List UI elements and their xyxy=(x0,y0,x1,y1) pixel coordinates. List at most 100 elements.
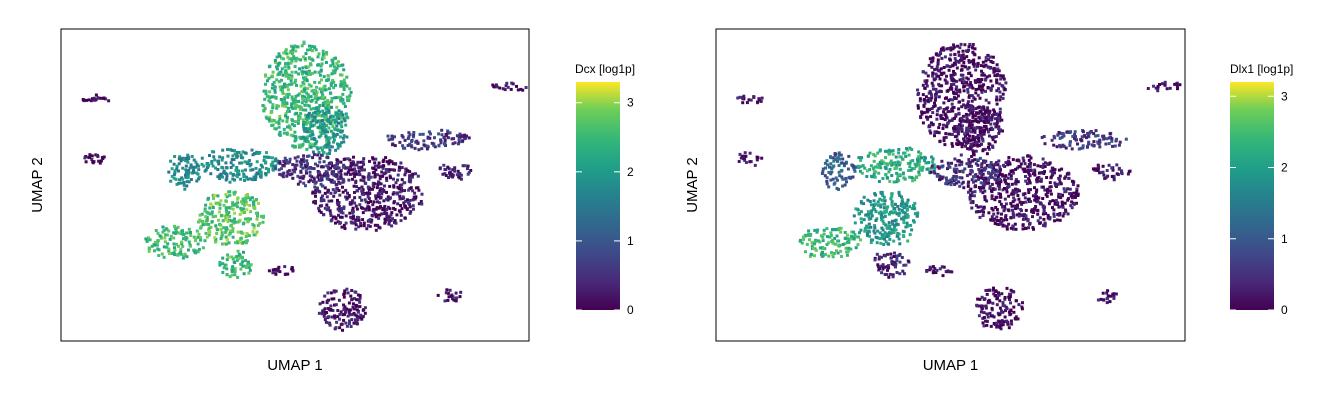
data-point xyxy=(985,164,989,167)
data-point xyxy=(224,208,228,212)
data-point xyxy=(943,78,947,82)
data-point xyxy=(390,224,394,228)
data-point xyxy=(934,52,938,56)
data-point xyxy=(409,186,413,190)
data-point xyxy=(900,195,903,199)
data-point xyxy=(328,136,332,140)
data-point xyxy=(873,226,877,230)
data-point xyxy=(980,90,984,94)
data-point xyxy=(332,194,336,198)
data-point xyxy=(354,170,358,174)
data-point xyxy=(1028,181,1032,185)
data-point xyxy=(1020,305,1024,309)
data-point xyxy=(336,128,340,132)
data-point xyxy=(325,107,329,111)
data-point xyxy=(1165,87,1169,91)
data-point xyxy=(224,161,228,165)
data-point xyxy=(237,151,241,154)
data-point xyxy=(852,230,856,234)
data-point xyxy=(416,174,420,178)
data-point xyxy=(879,241,883,245)
data-point xyxy=(893,202,897,206)
data-point xyxy=(944,182,948,186)
data-point xyxy=(1054,183,1058,187)
data-point xyxy=(323,318,327,322)
data-point xyxy=(963,104,967,108)
data-point xyxy=(1012,310,1016,314)
data-point xyxy=(275,78,279,82)
data-point xyxy=(974,88,978,91)
data-point xyxy=(223,263,227,267)
data-point xyxy=(898,260,902,264)
data-point xyxy=(972,150,976,154)
data-point xyxy=(355,185,358,189)
data-point xyxy=(911,179,915,183)
data-point xyxy=(377,206,381,210)
data-point xyxy=(227,241,231,245)
data-point xyxy=(231,207,235,211)
data-point xyxy=(1031,172,1035,176)
data-point xyxy=(353,172,357,176)
data-point xyxy=(306,48,309,52)
data-point xyxy=(340,215,344,219)
data-point xyxy=(384,197,388,201)
data-point xyxy=(235,205,239,209)
data-point xyxy=(871,238,875,242)
data-point xyxy=(348,202,352,206)
data-point xyxy=(275,55,279,59)
data-point xyxy=(383,212,387,215)
data-point xyxy=(164,227,168,231)
data-point xyxy=(344,195,348,199)
data-point xyxy=(225,216,229,220)
data-point xyxy=(94,153,98,157)
data-point xyxy=(311,191,315,195)
data-point xyxy=(992,322,996,325)
data-point xyxy=(927,124,931,128)
data-point xyxy=(846,233,849,237)
data-point xyxy=(976,163,980,167)
data-point xyxy=(206,211,210,215)
data-point xyxy=(880,198,884,202)
data-point xyxy=(346,191,349,195)
data-point xyxy=(107,99,111,103)
data-point xyxy=(1043,188,1047,192)
data-point xyxy=(1046,162,1050,166)
data-point xyxy=(296,182,300,186)
data-point xyxy=(341,165,345,169)
data-point xyxy=(1176,87,1179,91)
data-point xyxy=(215,231,219,235)
data-point xyxy=(321,52,325,56)
data-point xyxy=(878,267,881,271)
data-point xyxy=(403,189,407,193)
data-point xyxy=(890,174,894,177)
data-point xyxy=(895,259,899,262)
data-point xyxy=(941,127,945,130)
data-point xyxy=(321,310,325,314)
data-point xyxy=(398,194,402,198)
data-point xyxy=(936,58,940,62)
data-point xyxy=(982,324,986,328)
data-point xyxy=(173,224,176,228)
data-point xyxy=(942,110,946,114)
data-point xyxy=(460,177,463,181)
data-point xyxy=(938,174,942,178)
data-point xyxy=(968,134,972,138)
data-point xyxy=(879,210,883,214)
data-point xyxy=(863,229,867,233)
data-point xyxy=(327,152,331,155)
data-point xyxy=(994,125,998,129)
data-point xyxy=(947,132,951,136)
data-point xyxy=(906,259,910,263)
data-point xyxy=(233,267,237,270)
data-point xyxy=(995,121,999,125)
data-point xyxy=(262,109,266,113)
data-point xyxy=(951,98,955,102)
data-point xyxy=(1003,315,1007,319)
data-point xyxy=(1090,143,1094,147)
data-point xyxy=(1052,208,1056,212)
data-point xyxy=(985,75,989,79)
data-point xyxy=(1005,190,1009,194)
data-point xyxy=(1005,218,1009,222)
data-point xyxy=(333,290,337,294)
data-point xyxy=(1001,323,1005,327)
